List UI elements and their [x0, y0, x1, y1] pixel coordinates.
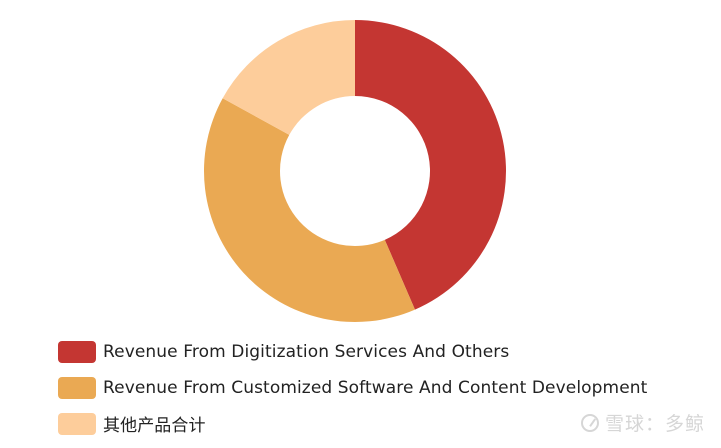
watermark-text: 雪球：多鲸 [604, 413, 705, 435]
chart-legend: Revenue From Digitization Services And O… [58, 340, 647, 448]
legend-item-other-products[interactable]: 其他产品合计 [58, 412, 647, 436]
legend-swatch [58, 412, 96, 435]
donut-slice-customized-software[interactable] [203, 98, 415, 323]
legend-item-digitization[interactable]: Revenue From Digitization Services And O… [58, 340, 647, 363]
legend-item-customized-software[interactable]: Revenue From Customized Software And Con… [58, 376, 647, 399]
donut-slice-other-products[interactable] [222, 20, 355, 135]
legend-swatch [58, 376, 96, 399]
legend-label: Revenue From Customized Software And Con… [103, 377, 648, 398]
donut-slice-digitization[interactable] [355, 20, 506, 310]
snowball-logo-icon [580, 413, 599, 432]
watermark: 雪球：多鲸 [580, 409, 705, 436]
donut-slices [203, 20, 506, 323]
legend-label: Revenue From Digitization Services And O… [103, 341, 510, 362]
legend-swatch [58, 340, 96, 363]
legend-label: 其他产品合计 [103, 416, 206, 436]
